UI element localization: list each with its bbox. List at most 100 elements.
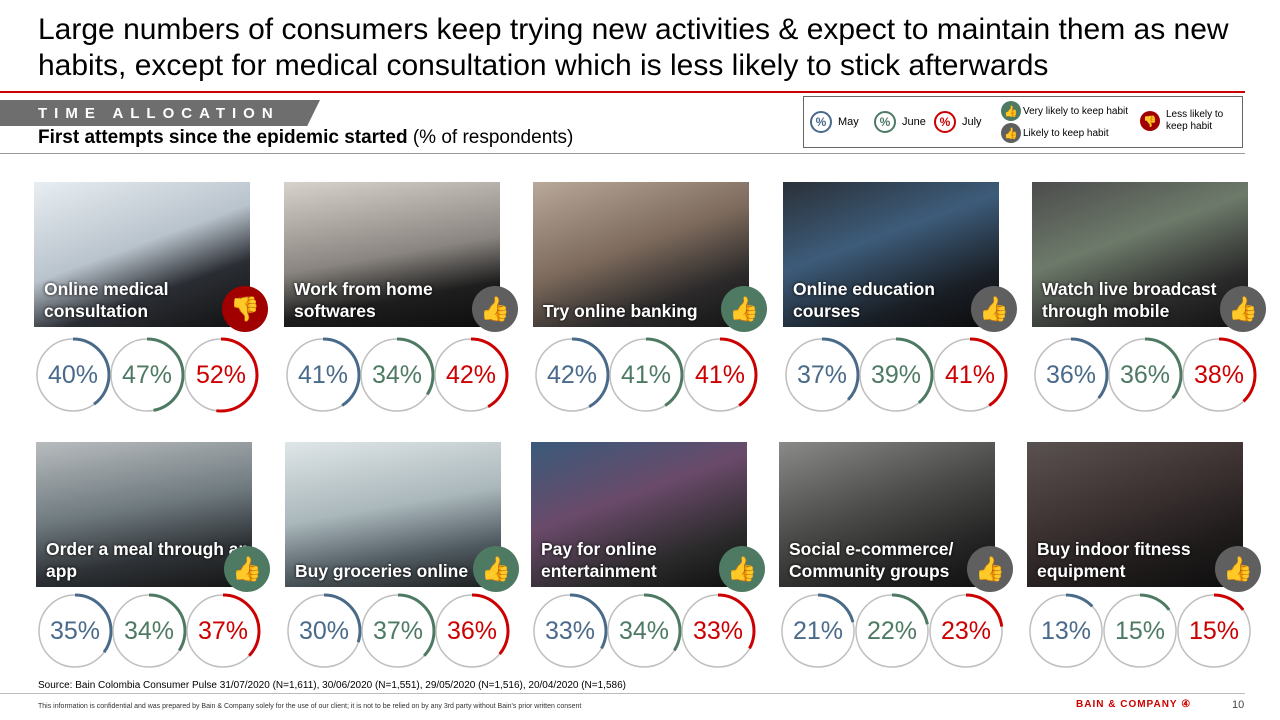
ring-chart [858, 337, 934, 413]
activity-label: Work from home softwares [294, 279, 433, 321]
ring-june: 36% [1106, 336, 1184, 414]
percent-icon: % [874, 111, 896, 133]
activity-label: Try online banking [543, 301, 698, 321]
ring-july: 41% [681, 336, 759, 414]
legend-may-label: May [838, 116, 859, 128]
ring-may: 35% [36, 592, 114, 670]
activity-photo [285, 442, 501, 587]
ring-arc [682, 337, 758, 413]
ring-chart [35, 337, 111, 413]
ring-chart [111, 593, 187, 669]
ring-chart [532, 593, 608, 669]
subtitle-bold: First attempts since the epidemic starte… [38, 127, 408, 148]
thumbs-up-icon: 👍 [971, 286, 1017, 332]
ring-may: 37% [783, 336, 861, 414]
ring-july: 38% [1180, 336, 1258, 414]
thumbs-down-icon: 👎 [222, 286, 268, 332]
thumbs-up-icon: 👍 [472, 286, 518, 332]
activity-card: Watch live broadcast through mobile [1032, 182, 1248, 327]
ring-value: 33% [544, 616, 596, 645]
ring-june: 34% [358, 336, 436, 414]
activity-label: Watch live broadcast through mobile [1042, 279, 1217, 321]
ring-june: 47% [108, 336, 186, 414]
activity-label: Social e-commerce/ Community groups [789, 539, 954, 581]
page-number: 10 [1232, 699, 1245, 711]
ring-arc [359, 337, 435, 413]
legend-may: % May [810, 111, 859, 133]
ring-value: 21% [792, 616, 844, 645]
ring-june: 22% [853, 592, 931, 670]
activity-photo [34, 182, 250, 327]
ring-arc [434, 593, 510, 669]
thumbs-up-icon: 👍 [473, 546, 519, 592]
thumbs-up-icon: 👍 [967, 546, 1013, 592]
activity-photo [1032, 182, 1248, 327]
ring-june: 37% [359, 592, 437, 670]
ring-value: 38% [1193, 360, 1245, 389]
ring-july: 52% [182, 336, 260, 414]
ring-chart [608, 337, 684, 413]
ring-arc [532, 593, 608, 669]
ring-value: 34% [618, 616, 670, 645]
ring-chart [854, 593, 930, 669]
ring-june: 34% [110, 592, 188, 670]
ring-value: 41% [297, 360, 349, 389]
ring-chart [1181, 337, 1257, 413]
ring-value: 42% [546, 360, 598, 389]
activity-photo [36, 442, 252, 587]
thumbs-up-icon: 👍 [719, 546, 765, 592]
ring-value: 36% [1119, 360, 1171, 389]
activity-label: Buy indoor fitness equipment [1037, 539, 1191, 581]
ring-chart [183, 337, 259, 413]
ring-arc [858, 337, 934, 413]
activity-card: Pay for online entertainment [531, 442, 747, 587]
activity-label: Online medical consultation [44, 279, 169, 321]
ring-value: 41% [620, 360, 672, 389]
thumbs-down-icon: 👎 [1140, 111, 1160, 131]
ring-value: 39% [870, 360, 922, 389]
ring-chart [784, 337, 860, 413]
ring-june: 39% [857, 336, 935, 414]
ring-arc [285, 337, 361, 413]
ring-value: 36% [1045, 360, 1097, 389]
ring-arc [286, 593, 362, 669]
ring-value: 15% [1114, 616, 1166, 645]
ring-chart [1102, 593, 1178, 669]
confidentiality-note: This information is confidential and was… [38, 703, 582, 710]
ring-value: 23% [940, 616, 992, 645]
activity-card: Buy groceries online [285, 442, 501, 587]
thumbs-up-icon: 👍 [1001, 101, 1021, 121]
subtitle-divider [0, 153, 1245, 154]
ring-july: 41% [931, 336, 1009, 414]
legend-very-likely-label: Very likely to keep habit [1023, 105, 1129, 117]
ring-may: 13% [1027, 592, 1105, 670]
ring-arc [608, 337, 684, 413]
ring-chart [285, 337, 361, 413]
title-divider [0, 91, 1245, 93]
ring-july: 33% [679, 592, 757, 670]
activity-card: Social e-commerce/ Community groups [779, 442, 995, 587]
ring-july: 23% [927, 592, 1005, 670]
ring-may: 36% [1032, 336, 1110, 414]
ring-may: 42% [533, 336, 611, 414]
ring-arc [854, 593, 930, 669]
ring-value: 36% [446, 616, 498, 645]
ring-june: 15% [1101, 592, 1179, 670]
ring-june: 41% [607, 336, 685, 414]
ring-arc [1033, 337, 1109, 413]
activity-card: Online education courses [783, 182, 999, 327]
ring-value: 47% [121, 360, 173, 389]
ring-arc [928, 593, 1004, 669]
activity-label: Order a meal through an app [46, 539, 250, 581]
subtitle-unit: (% of respondents) [407, 127, 574, 148]
percent-icon: % [810, 111, 832, 133]
legend-june: % June [874, 111, 926, 133]
ring-july: 37% [184, 592, 262, 670]
ring-chart [1028, 593, 1104, 669]
ring-value: 15% [1188, 616, 1240, 645]
ring-value: 22% [866, 616, 918, 645]
activity-photo [783, 182, 999, 327]
thumbs-up-icon: 👍 [721, 286, 767, 332]
ring-value: 52% [195, 360, 247, 389]
ring-chart [780, 593, 856, 669]
